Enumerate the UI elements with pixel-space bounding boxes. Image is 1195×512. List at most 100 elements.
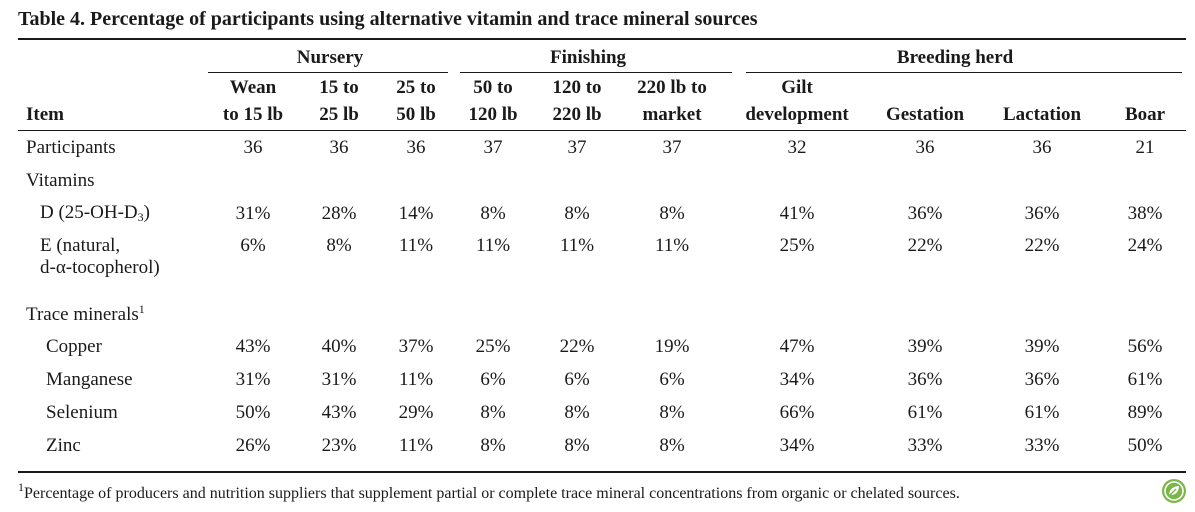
group-breeding-herd: Breeding herd xyxy=(896,46,1014,68)
col-25-50: 25 to 50 lb xyxy=(396,77,436,125)
col-gestation: Gestation xyxy=(885,104,965,125)
group-finishing: Finishing xyxy=(550,46,627,68)
table-cell: 8% xyxy=(659,202,685,224)
table-cell: 22% xyxy=(559,335,595,357)
section-label-trace-minerals: Trace minerals1 xyxy=(26,301,145,325)
row-label: D (25-OH-D3) xyxy=(40,202,150,224)
table-cell: 28% xyxy=(321,202,357,224)
row-label: E (natural, d-α-tocopherol) xyxy=(40,235,160,278)
table-cell: 8% xyxy=(326,235,352,256)
table-cell: 37 xyxy=(483,136,503,158)
table-row: E (natural, d-α-tocopherol) 6% 8% 11% 11% 11%… xyxy=(18,230,1186,297)
table-cell: 31% xyxy=(235,368,271,390)
table-cell: 56% xyxy=(1127,335,1163,357)
row-label: Participants xyxy=(26,136,116,158)
table-cell: 22% xyxy=(1024,235,1060,256)
table-cell: 39% xyxy=(907,335,943,357)
table-cell: 11% xyxy=(398,434,434,456)
table-cell: 11% xyxy=(475,235,511,256)
row-label: Selenium xyxy=(46,401,118,423)
table-cell: 43% xyxy=(321,401,357,423)
table-cell: 37% xyxy=(398,335,434,357)
table-cell: 11% xyxy=(398,368,434,390)
top-rule xyxy=(18,38,1186,40)
table-cell: 8% xyxy=(659,401,685,423)
nursery-group-rule xyxy=(208,72,448,73)
table-cell: 43% xyxy=(235,335,271,357)
col-220-market: 220 lb to market xyxy=(637,77,707,125)
table-cell: 6% xyxy=(480,368,506,390)
table-cell: 32 xyxy=(787,136,807,158)
table-cell: 22% xyxy=(907,235,943,256)
table-cell: 38% xyxy=(1127,202,1163,224)
table-cell: 41% xyxy=(779,202,815,224)
row-label: Copper xyxy=(46,335,102,357)
col-50-120: 50 to 120 lb xyxy=(468,77,518,125)
column-header-row: Item Wean to 15 lb 15 to 25 lb 25 to 50 lb … xyxy=(18,74,1187,131)
table-cell: 36% xyxy=(1024,368,1060,390)
table-cell: 36% xyxy=(907,202,943,224)
table-cell: 33% xyxy=(1024,434,1060,456)
section-row-vitamins: Vitamins xyxy=(18,164,1186,197)
table-cell: 11% xyxy=(398,235,434,256)
table-cell: 37 xyxy=(662,136,682,158)
table-cell: 39% xyxy=(1024,335,1060,357)
table-cell: 36% xyxy=(1024,202,1060,224)
table-cell: 36 xyxy=(243,136,263,158)
row-label: Manganese xyxy=(46,368,133,390)
table-cell: 36 xyxy=(329,136,349,158)
table-cell: 36 xyxy=(1032,136,1052,158)
col-120-220: 120 to 220 lb xyxy=(552,77,602,125)
footnote: 1Percentage of producers and nutrition s… xyxy=(18,480,960,502)
table-cell: 23% xyxy=(321,434,357,456)
table-cell: 24% xyxy=(1127,235,1163,256)
table-cell: 29% xyxy=(398,401,434,423)
table-row: Manganese 31% 31% 11% 6% 6% 6% 34% 36% 36% 61% xyxy=(18,363,1186,396)
section-label-vitamins: Vitamins xyxy=(26,169,95,191)
table-cell: 36 xyxy=(915,136,935,158)
table-cell: 26% xyxy=(235,434,271,456)
table-cell: 19% xyxy=(654,335,690,357)
table-cell: 33% xyxy=(907,434,943,456)
table-cell: 14% xyxy=(398,202,434,224)
col-boar: Boar xyxy=(1125,104,1166,125)
table-cell: 8% xyxy=(564,401,590,423)
col-wean-15: Wean to 15 lb xyxy=(222,77,284,125)
table-cell: 8% xyxy=(480,401,506,423)
table-cell: 6% xyxy=(659,368,685,390)
table-cell: 6% xyxy=(240,235,266,256)
table-cell: 40% xyxy=(321,335,357,357)
table-cell: 50% xyxy=(1127,434,1163,456)
table-cell: 11% xyxy=(654,235,690,256)
table-cell: 50% xyxy=(235,401,271,423)
table-cell: 61% xyxy=(907,401,943,423)
table-cell: 61% xyxy=(1024,401,1060,423)
table-cell: 37 xyxy=(567,136,587,158)
table-cell: 36 xyxy=(406,136,426,158)
table-row: Participants 36 36 36 37 37 37 32 36 36 21 xyxy=(18,131,1186,165)
group-nursery: Nursery xyxy=(296,46,364,68)
section-row-trace-minerals: Trace minerals1 xyxy=(18,297,1186,330)
leaf-badge-icon xyxy=(1162,479,1186,503)
col-15-25: 15 to 25 lb xyxy=(319,77,359,125)
table-row: Selenium 50% 43% 29% 8% 8% 8% 66% 61% 61% 89% xyxy=(18,396,1186,429)
table-cell: 25% xyxy=(475,335,511,357)
finishing-group-rule xyxy=(460,72,732,73)
table-cell: 8% xyxy=(659,434,685,456)
bottom-rule xyxy=(18,471,1186,473)
data-table: Nursery Finishing Breeding herd Item Wea… xyxy=(18,41,1187,462)
table-cell: 31% xyxy=(321,368,357,390)
row-label: Zinc xyxy=(46,434,81,456)
table-row: D (25-OH-D3) 31% 28% 14% 8% 8% 8% 41% 36% 36% 38% xyxy=(18,197,1186,230)
table-cell: 6% xyxy=(564,368,590,390)
table-cell: 25% xyxy=(779,235,815,256)
table-cell: 8% xyxy=(564,434,590,456)
table-row: Copper 43% 40% 37% 25% 22% 19% 47% 39% 39% 56% xyxy=(18,330,1186,363)
table-cell: 47% xyxy=(779,335,815,357)
breeding-group-rule xyxy=(746,72,1182,73)
table-cell: 11% xyxy=(559,235,595,256)
table-cell: 66% xyxy=(779,401,815,423)
table-title: Table 4. Percentage of participants usin… xyxy=(18,8,758,30)
col-lactation: Lactation xyxy=(1002,104,1082,125)
table-cell: 34% xyxy=(779,434,815,456)
